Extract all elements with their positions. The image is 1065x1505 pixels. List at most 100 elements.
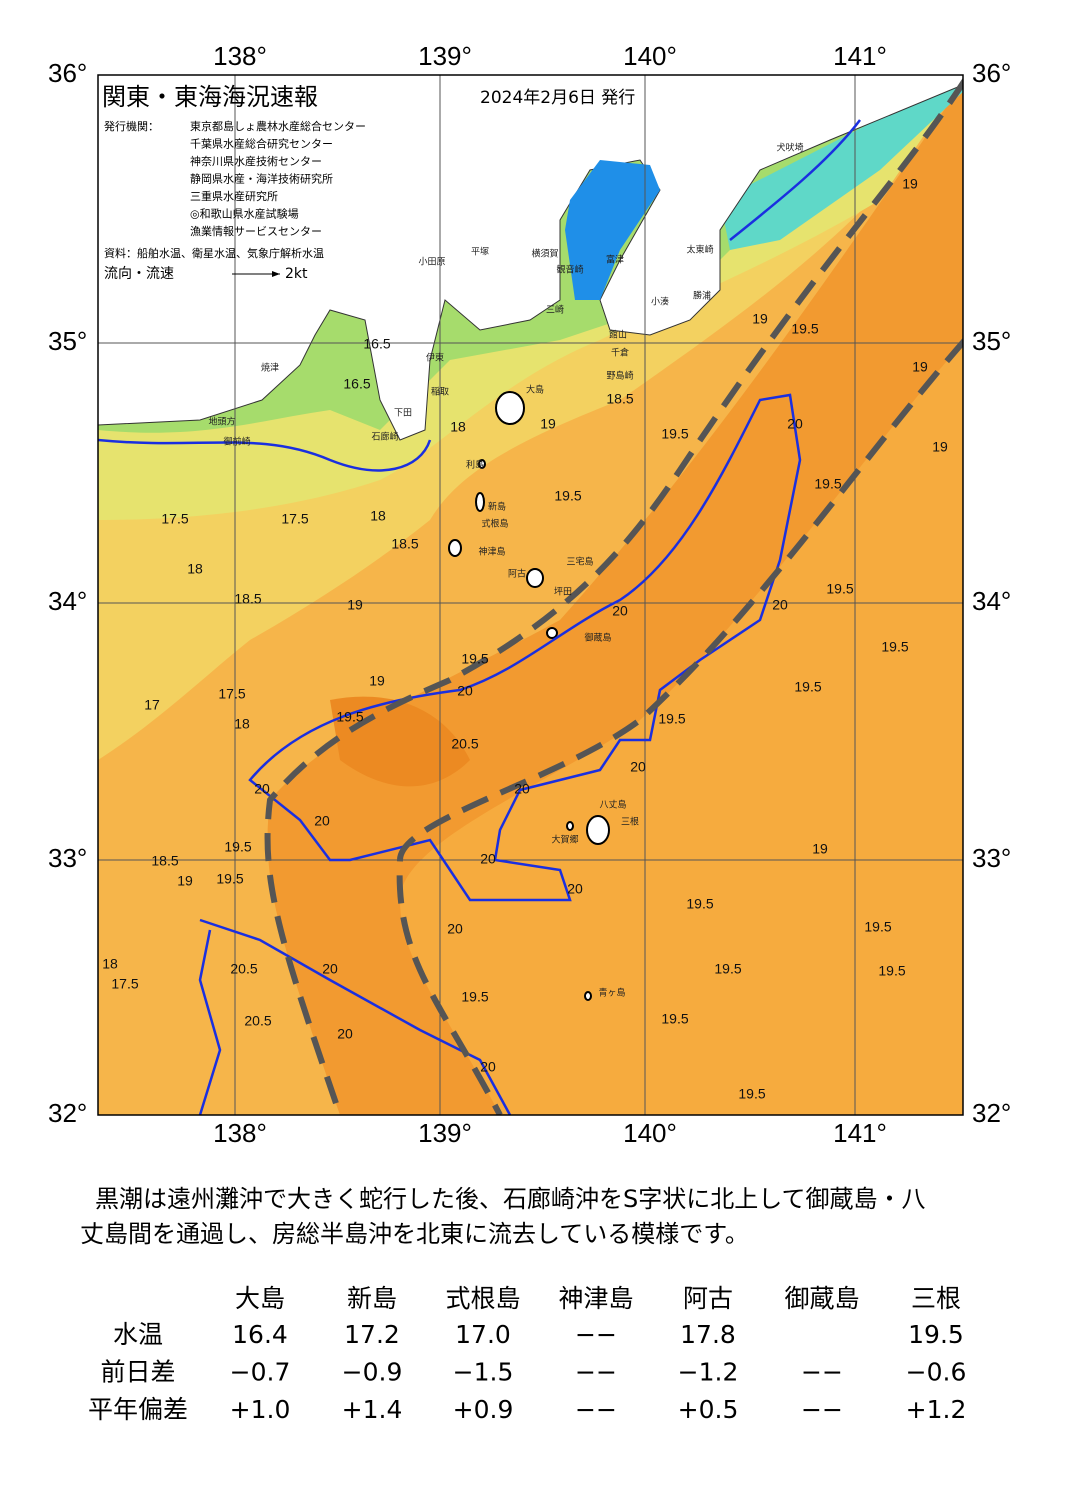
island: [475, 492, 485, 512]
table-cell: +1.2: [906, 1395, 967, 1424]
isotherm: [248, 393, 802, 902]
place-label: 観音崎: [556, 264, 583, 276]
row-label: 水温: [113, 1320, 163, 1349]
lat-label: 33°: [48, 843, 87, 873]
lon-label: 139°: [418, 1118, 472, 1148]
place-label: 小田原: [418, 257, 445, 268]
contour-label: 19.5: [826, 581, 853, 597]
contour-label: 18: [234, 716, 250, 732]
source: 資料：船舶水温、衛星水温、気象庁解析水温: [104, 246, 324, 260]
issuer: 漁業情報サービスセンター: [190, 224, 322, 238]
contour-label: 20.5: [230, 961, 257, 977]
table-cell: +0.5: [678, 1395, 739, 1424]
row-label: 前日差: [100, 1358, 175, 1387]
contour-label: 16.5: [363, 336, 390, 352]
island: [448, 539, 462, 557]
contour-label: 20: [772, 597, 788, 613]
issuer: 東京都島しょ農林水産総合センター: [190, 119, 366, 133]
table-cell: −−: [801, 1358, 843, 1387]
contour-label: 20: [480, 851, 496, 867]
place-label: 伊東: [426, 352, 444, 364]
table-cell: 16.4: [232, 1320, 288, 1349]
contour-label: 18.5: [151, 853, 178, 869]
lat-label: 32°: [48, 1098, 87, 1128]
contour-label: 20: [314, 813, 330, 829]
lon-label: 138°: [213, 41, 267, 71]
lon-label: 140°: [623, 1118, 677, 1148]
contour-label: 19.5: [881, 639, 908, 655]
table-cell: +1.4: [342, 1395, 403, 1424]
place-label: 坪田: [554, 587, 572, 598]
contour-label: 20: [254, 781, 270, 797]
island: [546, 627, 558, 639]
table-cell: −−: [575, 1358, 617, 1387]
place-label: 地頭方: [208, 416, 235, 428]
lon-label: 141°: [833, 1118, 887, 1148]
island: [566, 821, 574, 831]
place-label: 石廊崎: [371, 431, 398, 443]
issuer: 三重県水産研究所: [190, 189, 278, 203]
place-label: 小湊: [651, 296, 669, 308]
place-label: 御前崎: [223, 436, 250, 448]
table-cell: −0.7: [230, 1358, 291, 1387]
place-label: 横須賀: [531, 248, 558, 260]
axis-labels: 138° 138° 139° 139° 140° 140° 141° 141° 36° 36° 35…: [48, 41, 1011, 1148]
column-header: 神津島: [558, 1284, 633, 1313]
lat-label: 33°: [972, 843, 1011, 873]
issuers: 東京都島しょ農林水産総合センター千葉県水産総合研究センター神奈川県水産技術センタ…: [190, 119, 366, 238]
place-label: 平塚: [471, 247, 489, 258]
contour-label: 16.5: [343, 376, 370, 392]
issuer: 静岡県水産・海洋技術研究所: [190, 172, 333, 186]
lon-label: 139°: [418, 41, 472, 71]
contour-label: 17.5: [218, 686, 245, 702]
contour-label: 19: [912, 359, 928, 375]
kuroshio-axis: [264, 78, 963, 1115]
place-label: 御蔵島: [584, 632, 611, 644]
place-label: 野島崎: [606, 370, 633, 382]
column-header: 三根: [911, 1284, 961, 1313]
contour-label: 19.5: [461, 651, 488, 667]
column-header: 阿古: [683, 1284, 733, 1313]
place-label: 青ヶ島: [598, 987, 625, 999]
place-label: 太東崎: [686, 244, 713, 256]
table-cell: −0.9: [342, 1358, 403, 1387]
contour-label: 19.5: [864, 919, 891, 935]
contour-label: 19.5: [878, 963, 905, 979]
contour-label: 20: [337, 1026, 353, 1042]
island: [526, 568, 544, 588]
issuer: 千葉県水産総合研究センター: [190, 137, 333, 151]
issuer: ◎和歌山県水産試験場: [190, 207, 299, 221]
contour-label: 19.5: [224, 839, 251, 855]
contour-label: 17.5: [161, 511, 188, 527]
contour-label: 17.5: [111, 976, 138, 992]
table-cell: 17.8: [680, 1320, 736, 1349]
contour-label: 20.5: [244, 1013, 271, 1029]
issue-date: 2024年2月6日 発行: [480, 88, 635, 108]
contour-label: 19: [902, 176, 918, 192]
contour-label: 20: [787, 416, 803, 432]
sea-cyan: [720, 76, 963, 250]
contour-label: 19: [540, 416, 556, 432]
lat-label: 36°: [48, 58, 87, 88]
lat-label: 35°: [48, 326, 87, 356]
column-header: 新島: [347, 1284, 397, 1313]
contour-label: 19.5: [658, 711, 685, 727]
lat-label: 34°: [972, 586, 1011, 616]
table-cell: +0.9: [453, 1395, 514, 1424]
table-cell: −1.2: [678, 1358, 739, 1387]
axis-line: [396, 338, 963, 1115]
lon-label: 141°: [833, 41, 887, 71]
contour-label: 19.5: [554, 488, 581, 504]
island: [478, 459, 486, 469]
column-header: 式根島: [445, 1284, 520, 1313]
column-header: 大島: [235, 1284, 285, 1313]
contour-label: 19.5: [791, 321, 818, 337]
description: 黒潮は遠州灘沖で大きく蛇行した後、石廊崎沖をS字状に北上して御蔵島・八丈島間を通…: [80, 1185, 926, 1248]
isotherm: [199, 918, 512, 1115]
tokyo-bay: [565, 160, 660, 300]
islands: [448, 391, 610, 1001]
contour-label: 20: [322, 961, 338, 977]
isotherm: [729, 119, 861, 241]
